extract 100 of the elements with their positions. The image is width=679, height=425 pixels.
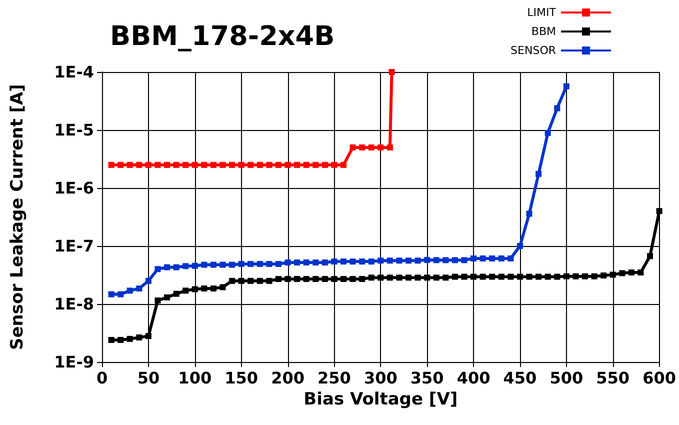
point	[350, 276, 356, 282]
point	[480, 274, 486, 280]
point	[266, 162, 272, 168]
point	[470, 255, 477, 262]
point	[118, 291, 124, 298]
point	[386, 258, 393, 264]
point	[126, 288, 133, 294]
point	[201, 286, 208, 292]
x-tick-label: 0	[96, 368, 108, 388]
point	[406, 258, 412, 264]
point	[284, 259, 291, 266]
point	[294, 276, 300, 282]
legend-label: LIMIT	[527, 6, 556, 19]
point	[396, 258, 402, 264]
point	[424, 256, 430, 263]
point	[359, 276, 366, 282]
x-tick-label: 600	[642, 368, 676, 388]
point	[656, 208, 662, 214]
point	[154, 266, 161, 272]
point	[610, 272, 616, 278]
y-tick-label: 1E-4	[54, 62, 94, 82]
point	[238, 278, 244, 284]
x-tick-label: 350	[410, 368, 444, 388]
point	[294, 259, 300, 266]
x-tick-label: 150	[224, 368, 258, 388]
point	[256, 278, 263, 284]
point	[396, 274, 402, 281]
point	[470, 274, 477, 280]
point	[386, 274, 393, 281]
point	[452, 257, 458, 264]
point	[238, 260, 244, 267]
point	[442, 274, 449, 281]
point	[118, 336, 124, 343]
point	[508, 255, 514, 262]
point	[480, 255, 486, 262]
point	[461, 257, 468, 264]
point	[136, 286, 142, 292]
point	[256, 162, 263, 168]
point	[220, 284, 226, 290]
point	[303, 162, 310, 168]
point	[108, 162, 114, 168]
x-tick-label: 400	[456, 368, 490, 388]
point	[359, 258, 366, 265]
point	[433, 257, 440, 264]
y-tick-label: 1E-7	[54, 236, 94, 256]
point	[164, 162, 170, 168]
point	[322, 162, 328, 168]
point	[182, 288, 189, 294]
point	[266, 278, 272, 284]
point	[284, 162, 291, 168]
point	[498, 255, 504, 262]
point	[275, 260, 282, 267]
x-tick-label: 500	[550, 368, 584, 388]
point	[572, 273, 579, 280]
point	[126, 336, 133, 342]
point	[210, 286, 216, 292]
point	[312, 162, 319, 168]
point	[238, 162, 244, 168]
x-tick-label: 100	[178, 368, 212, 388]
point	[554, 274, 560, 280]
point	[229, 162, 236, 168]
point	[312, 259, 319, 266]
point	[312, 276, 319, 282]
point	[275, 162, 282, 168]
point	[340, 162, 346, 168]
point	[331, 258, 338, 265]
point	[536, 274, 542, 280]
point	[164, 294, 170, 300]
point	[340, 276, 346, 282]
point	[248, 260, 254, 267]
point	[118, 162, 124, 168]
point	[108, 291, 114, 298]
point	[647, 253, 654, 260]
point	[406, 274, 412, 281]
point	[516, 274, 523, 280]
point	[498, 274, 504, 280]
point	[303, 276, 310, 282]
point	[340, 258, 346, 265]
point	[331, 276, 338, 282]
point	[173, 290, 180, 297]
point	[378, 274, 384, 281]
x-tick-label: 550	[596, 368, 630, 388]
x-tick-label: 300	[364, 368, 398, 388]
point	[378, 258, 384, 264]
point	[544, 274, 551, 280]
point	[378, 144, 384, 150]
point	[303, 259, 310, 266]
y-tick-label: 1E-9	[54, 352, 94, 372]
point	[210, 262, 216, 268]
point	[591, 273, 598, 280]
point	[452, 274, 458, 280]
point	[201, 162, 208, 168]
point	[424, 274, 430, 281]
point	[192, 286, 198, 292]
point	[368, 274, 374, 281]
point	[220, 262, 226, 268]
point	[526, 210, 532, 217]
point	[628, 269, 634, 276]
y-tick-label: 1E-6	[54, 178, 94, 198]
point	[331, 162, 338, 168]
